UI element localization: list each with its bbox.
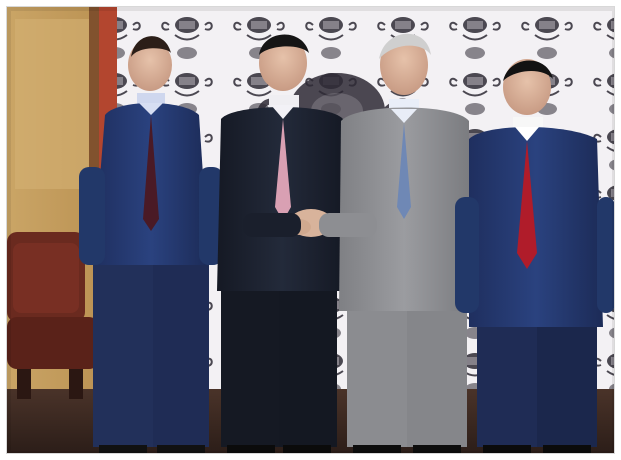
left-wall-trim: [89, 7, 99, 257]
person-right: [455, 59, 614, 453]
person-center-left: [217, 34, 347, 453]
person-left-head: [128, 39, 172, 91]
person-left: [79, 36, 223, 453]
left-wall-panel: [15, 19, 89, 189]
person-center-left-head: [259, 35, 307, 91]
chair: [7, 232, 99, 399]
person-center-right-head: [380, 35, 428, 95]
photo: [6, 6, 615, 454]
person-center-right: [339, 33, 469, 453]
photo-illustration: [7, 7, 614, 453]
handshake: [243, 209, 377, 237]
